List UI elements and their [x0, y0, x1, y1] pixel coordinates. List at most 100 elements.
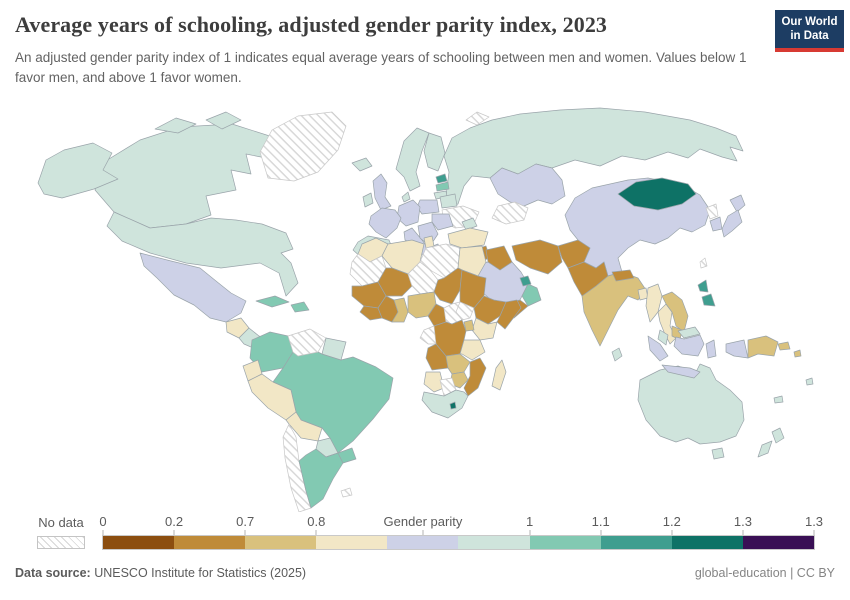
region-south-korea[interactable] — [709, 216, 723, 232]
region-tunisia[interactable] — [423, 235, 435, 249]
region-malaysia[interactable] — [657, 329, 669, 346]
region-venezuela[interactable] — [287, 328, 327, 357]
region-estonia[interactable] — [435, 173, 448, 184]
region-mexico[interactable] — [139, 252, 247, 323]
owid-logo-box: Our World in Data — [775, 10, 844, 48]
region-pakistan[interactable] — [567, 261, 609, 297]
region-papua-new-guinea[interactable] — [747, 335, 779, 359]
region-iceland[interactable] — [351, 157, 373, 172]
region-guyanas[interactable] — [321, 337, 347, 361]
region-bangladesh[interactable] — [637, 287, 649, 301]
region-kazakhstan[interactable] — [489, 163, 566, 207]
region-madagascar[interactable] — [491, 359, 507, 391]
region-new-zealand[interactable] — [771, 427, 785, 444]
region-norway-sweden[interactable] — [395, 127, 430, 192]
region-svalbard[interactable] — [465, 111, 490, 126]
legend-bin-bin7[interactable] — [529, 536, 601, 549]
region-romania-bulgaria[interactable] — [431, 213, 454, 231]
legend-tick-label: 1.1 — [591, 514, 610, 529]
region-lesotho[interactable] — [449, 401, 457, 410]
region-uganda[interactable] — [463, 319, 475, 332]
region-ireland[interactable] — [362, 192, 374, 208]
region-finland[interactable] — [423, 132, 446, 172]
region-new-britain[interactable] — [777, 341, 791, 351]
region-japan[interactable] — [721, 209, 743, 238]
region-canadian-arctic-islands[interactable] — [154, 117, 197, 134]
region-south-africa[interactable] — [421, 389, 469, 419]
region-indonesia-java[interactable] — [661, 364, 701, 379]
region-somalia[interactable] — [496, 299, 522, 330]
legend-bin-bin1[interactable] — [103, 536, 175, 549]
region-usa[interactable] — [106, 211, 299, 297]
region-sri-lanka[interactable] — [611, 347, 623, 362]
region-france[interactable] — [368, 207, 402, 239]
region-iran[interactable] — [511, 239, 563, 275]
region-nepal[interactable] — [611, 269, 635, 282]
legend-tick-label: 1.3 — [733, 514, 752, 529]
region-iraq[interactable] — [485, 245, 513, 271]
legend-bin-bin8[interactable] — [600, 536, 672, 549]
legend-tick-label: 1.3 — [804, 514, 824, 529]
region-new-caledonia[interactable] — [773, 395, 784, 404]
region-namibia[interactable] — [423, 371, 445, 393]
owid-logo[interactable]: Our World in Data — [775, 10, 844, 52]
world-map — [37, 107, 814, 512]
no-data-swatch[interactable] — [37, 536, 85, 549]
region-gabon-congo[interactable] — [419, 325, 437, 345]
region-taiwan[interactable] — [699, 257, 708, 269]
region-fiji[interactable] — [805, 377, 814, 386]
region-cuba[interactable] — [255, 295, 290, 308]
region-canada[interactable] — [94, 123, 277, 229]
region-mozambique-malawi[interactable] — [463, 357, 487, 397]
region-new-zealand[interactable] — [757, 440, 773, 458]
region-india[interactable] — [581, 271, 647, 347]
region-gulf-states[interactable] — [519, 275, 532, 287]
region-indonesia-sulawesi[interactable] — [705, 339, 717, 359]
region-philippines[interactable] — [701, 293, 716, 307]
region-indonesia-sumatra[interactable] — [647, 335, 669, 362]
region-belarus[interactable] — [439, 193, 458, 209]
region-philippines[interactable] — [697, 279, 709, 293]
map-regions — [37, 107, 814, 512]
region-bolivia[interactable] — [285, 411, 323, 442]
region-mongolia[interactable] — [617, 177, 697, 211]
region-colombia[interactable] — [249, 331, 294, 373]
region-canadian-arctic-islands[interactable] — [205, 111, 242, 130]
data-source[interactable]: Data source: UNESCO Institute for Statis… — [15, 566, 306, 580]
region-hispaniola[interactable] — [290, 301, 310, 313]
region-sierra-leone-liberia[interactable] — [359, 305, 383, 321]
legend-bin-bin9[interactable] — [671, 536, 743, 549]
legend-bin-bin2[interactable] — [174, 536, 246, 549]
region-indonesia-papua[interactable] — [725, 339, 749, 359]
region-oman[interactable] — [521, 283, 542, 307]
region-denmark[interactable] — [401, 191, 411, 203]
region-japan[interactable] — [729, 194, 746, 213]
region-chile[interactable] — [282, 423, 312, 512]
region-uzbekistan-turkmenistan[interactable] — [491, 201, 529, 225]
region-caucasus[interactable] — [461, 217, 478, 231]
license-note[interactable]: global-education | CC BY — [694, 566, 835, 580]
region-alaska[interactable] — [37, 142, 119, 199]
region-solomon-islands[interactable] — [793, 349, 802, 358]
region-latvia[interactable] — [435, 181, 450, 192]
legend-bin-bin4[interactable] — [316, 536, 388, 549]
region-germany-central-europe[interactable] — [396, 199, 421, 227]
region-south-sudan[interactable] — [455, 301, 475, 321]
region-north-korea[interactable] — [705, 203, 719, 220]
legend-tick-label: Gender parity — [383, 514, 463, 529]
region-turkey[interactable] — [447, 227, 489, 249]
region-tasmania[interactable] — [711, 447, 725, 460]
legend-bin-bin6[interactable] — [458, 536, 530, 549]
region-malaysia[interactable] — [677, 326, 701, 339]
subtitle-line-2: Values below 1 favor men, and above 1 fa… — [15, 50, 747, 85]
legend-bin-bin5[interactable] — [387, 536, 459, 549]
legend-bin-bin3[interactable] — [245, 536, 317, 549]
region-uruguay[interactable] — [337, 447, 357, 464]
legend-bin-bin10[interactable] — [742, 536, 814, 549]
region-falkland-islands[interactable] — [340, 487, 353, 498]
owid-logo-line-1: Our World — [781, 15, 838, 28]
region-greenland[interactable] — [259, 111, 347, 182]
region-united-kingdom[interactable] — [372, 173, 392, 211]
region-indonesia-borneo[interactable] — [673, 334, 705, 357]
